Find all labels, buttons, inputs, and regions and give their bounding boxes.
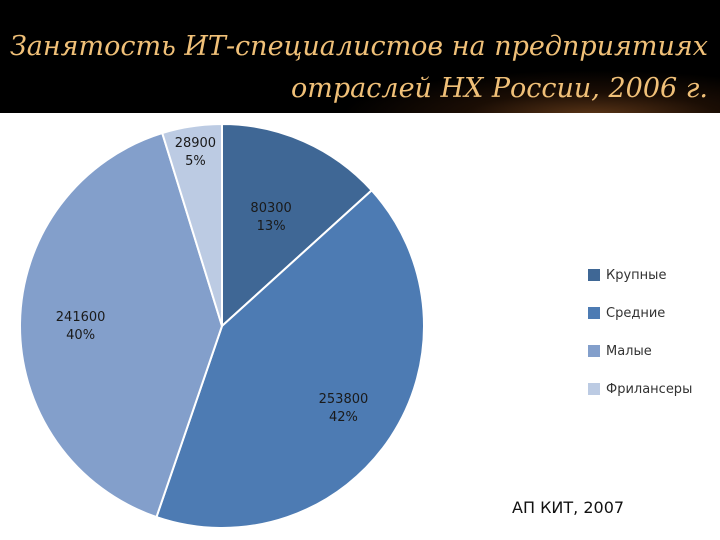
legend-swatch: [588, 345, 600, 357]
pie-slice-3: [19, 131, 224, 519]
slice-percent-label: 13%: [257, 219, 286, 234]
source-note: АП КИТ, 2007: [512, 498, 625, 517]
slice-value-label: 253800: [319, 392, 369, 407]
legend-item: Крупные: [588, 256, 718, 294]
legend-item: Фрилансеры: [588, 370, 718, 408]
title-bar: Занятость ИТ-специалистов на предприятия…: [0, 0, 720, 113]
title-glow-decoration: [340, 70, 720, 113]
slice-percent-label: 40%: [66, 328, 95, 343]
slice-value-label: 28900: [175, 136, 216, 151]
legend-label: Крупные: [606, 267, 667, 283]
slice-value-label: 80300: [250, 201, 291, 216]
pie-chart: 80300 13% 253800 42% 241600 40% 28900 5%: [19, 122, 425, 529]
pie-slice-2: [155, 188, 425, 529]
pie-slice-4: [160, 122, 223, 327]
slice-percent-label: 5%: [185, 154, 206, 169]
legend-label: Малые: [606, 343, 652, 359]
legend-swatch: [588, 269, 600, 281]
pie-slice-1: [221, 122, 374, 329]
slide-title: Занятость ИТ-специалистов на предприятия…: [9, 31, 708, 104]
legend-label: Средние: [606, 305, 666, 321]
legend-swatch: [588, 383, 600, 395]
chart-legend: Крупные Средние Малые Фрилансеры: [588, 256, 718, 408]
legend-swatch: [588, 307, 600, 319]
slice-percent-label: 42%: [329, 410, 358, 425]
legend-item: Средние: [588, 294, 718, 332]
legend-label: Фрилансеры: [606, 381, 693, 397]
legend-item: Малые: [588, 332, 718, 370]
slice-value-label: 241600: [56, 310, 106, 325]
